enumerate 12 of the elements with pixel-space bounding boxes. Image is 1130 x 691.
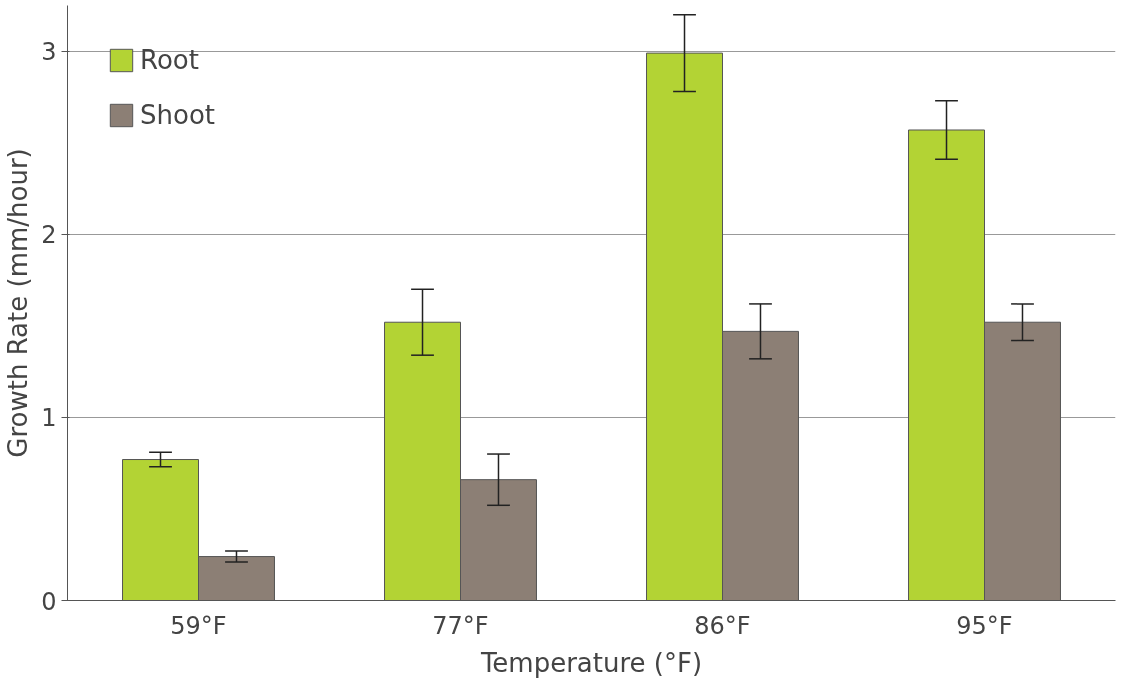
x-axis-title: Temperature (°F) — [479, 647, 703, 678]
y-tick-label: 2 — [41, 221, 57, 250]
legend-label: Root — [140, 45, 199, 75]
legend-label: Shoot — [140, 100, 215, 130]
x-tick-label: 59°F — [170, 611, 227, 640]
y-tick-label: 1 — [41, 404, 57, 433]
x-tick-label: 77°F — [432, 611, 489, 640]
y-tick-label: 3 — [41, 38, 57, 67]
y-axis-title: Growth Rate (mm/hour) — [3, 148, 34, 458]
x-tick-label: 86°F — [694, 611, 751, 640]
y-tick-label: 0 — [41, 587, 57, 616]
x-tick-label: 95°F — [956, 611, 1013, 640]
